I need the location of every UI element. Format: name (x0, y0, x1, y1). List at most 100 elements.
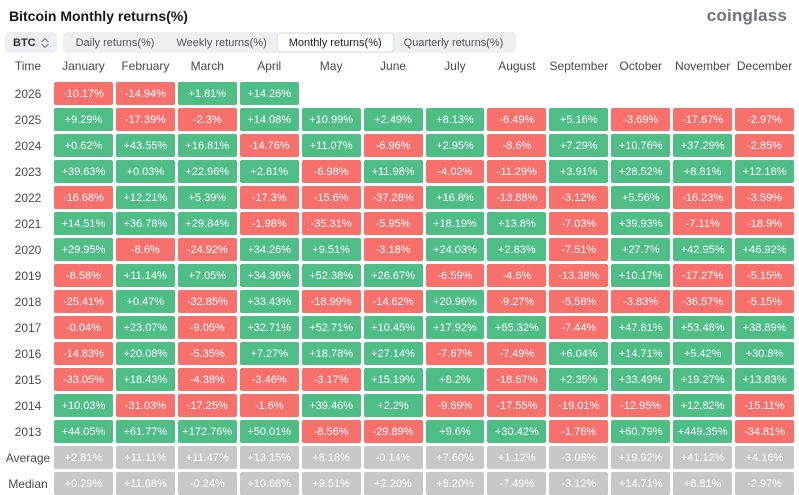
return-cell: -17.27% (673, 264, 733, 287)
return-cell: -9.69% (425, 394, 485, 417)
return-cell: -2.97% (735, 108, 794, 131)
return-cell: -3.18% (363, 238, 423, 261)
table-row-2026: 2026 -10.17% -14.94% +1.81% +14.26% (5, 82, 794, 105)
return-cell: +38.89% (735, 316, 794, 339)
empty-cell (549, 82, 608, 105)
table-row-average: Average +2.81% +11.11% +11.47% +13.15% +8.18%… (5, 446, 794, 469)
row-label: 2015 (14, 372, 42, 387)
table-row-2025: 2025 +9.29% -17.39% -2.3% +14.08% +10.99% +2.4… (5, 108, 794, 131)
return-cell: -5.35% (177, 342, 237, 365)
return-cell: +30.42% (487, 420, 547, 443)
table-row-2016: 2016 -14.83% +20.08% -5.35% +7.27% +18.78% +27… (5, 342, 794, 365)
return-cell: +50.01% (239, 420, 299, 443)
return-cell: +2.83% (487, 238, 547, 261)
return-cell: +10.68% (239, 472, 299, 495)
month-column-header: October (619, 59, 663, 73)
tab-monthly-returns[interactable]: Monthly returns(%) (277, 34, 393, 51)
return-cell: +60.79% (611, 420, 671, 443)
tab-daily-returns[interactable]: Daily returns(%) (65, 34, 166, 51)
empty-cell (302, 82, 361, 105)
row-label: 2021 (14, 216, 42, 231)
return-cell: -16.23% (673, 186, 733, 209)
empty-cell (364, 82, 423, 105)
return-cell: -3.83% (611, 290, 671, 313)
return-cell: +28.52% (611, 160, 671, 183)
table-row-2018: 2018 -25.41% +0.47% -32.85% +33.43% -18.99% -1… (5, 290, 794, 313)
table-row-2021: 2021 +14.51% +36.78% +29.84% -1.98% -35.31% -5… (5, 212, 794, 235)
return-cell: -8.6% (487, 134, 547, 157)
returns-period-tabs: Daily returns(%) Weekly returns(%) Monthly… (62, 32, 517, 53)
return-cell: -3.69% (611, 108, 671, 131)
return-cell: +37.29% (673, 134, 733, 157)
return-cell: +65.32% (487, 316, 547, 339)
return-cell: -29.89% (363, 420, 423, 443)
return-cell: -19.01% (549, 394, 609, 417)
select-arrows-icon (40, 37, 49, 49)
controls-bar: BTC Daily returns(%) Weekly returns(%) Mon… (4, 32, 795, 53)
return-cell: -4.02% (425, 160, 485, 183)
return-cell: -17.25% (177, 394, 237, 417)
return-cell: -3.17% (301, 368, 361, 391)
empty-cell (611, 82, 670, 105)
return-cell: +17.92% (425, 316, 485, 339)
return-cell: +20.96% (425, 290, 485, 313)
month-column-header: September (549, 59, 609, 73)
row-label: 2022 (14, 190, 42, 205)
return-cell: -6.49% (487, 108, 547, 131)
return-cell: +0.29% (54, 472, 113, 495)
table-row-2019: 2019 -8.58% +11.14% +7.05% +34.36% +52.38% +26… (5, 264, 794, 287)
return-cell: -14.62% (363, 290, 423, 313)
return-cell: -1.76% (549, 420, 609, 443)
symbol-select[interactable]: BTC (5, 32, 57, 53)
month-column-header: July (444, 59, 466, 73)
table-row-2024: 2024 +0.62% +43.55% +16.81% -14.76% +11.07% -6… (5, 134, 794, 157)
return-cell: +8.13% (425, 108, 485, 131)
return-cell: -6.98% (301, 160, 361, 183)
return-cell: +15.19% (363, 368, 423, 391)
table-row-2017: 2017 -0.04% +23.07% -9.05% +32.71% +52.71% +10… (5, 316, 794, 339)
return-cell: -5.58% (549, 290, 609, 313)
return-cell: -9.27% (487, 290, 547, 313)
tab-weekly-returns[interactable]: Weekly returns(%) (165, 34, 277, 51)
return-cell: -7.67% (425, 342, 485, 365)
return-cell: +8.81% (673, 160, 733, 183)
return-cell: +12.82% (673, 394, 733, 417)
tab-quarterly-returns[interactable]: Quarterly returns(%) (393, 34, 515, 51)
return-cell: +1.12% (487, 446, 547, 469)
return-cell: -0.24% (177, 472, 237, 495)
return-cell: +29.84% (177, 212, 237, 235)
return-cell: -12.95% (611, 394, 671, 417)
table-row-median: Median +0.29% +11.68% -0.24% +10.68% +9.51% +2… (5, 472, 794, 495)
return-cell: +13.15% (239, 446, 299, 469)
return-cell: -3.46% (239, 368, 299, 391)
return-cell: -3.12% (549, 472, 609, 495)
return-cell: +5.16% (549, 108, 609, 131)
return-cell: +10.99% (301, 108, 361, 131)
return-cell: +16.8% (425, 186, 485, 209)
return-cell: +2.95% (425, 134, 485, 157)
time-column-header: Time (14, 59, 42, 73)
return-cell: +11.14% (115, 264, 175, 287)
return-cell: +34.26% (239, 238, 299, 261)
return-cell: -7.49% (487, 472, 547, 495)
return-cell: -13.38% (549, 264, 609, 287)
return-cell: -7.11% (673, 212, 733, 235)
return-cell: -4.6% (487, 264, 547, 287)
return-cell: +32.71% (239, 316, 299, 339)
empty-cell (735, 82, 794, 105)
return-cell: +14.71% (611, 472, 671, 495)
month-column-header: January (62, 59, 105, 73)
return-cell: +11.68% (115, 472, 175, 495)
return-cell: +5.39% (177, 186, 237, 209)
row-label: Median (8, 476, 48, 491)
return-cell: +11.11% (115, 446, 175, 469)
empty-cell (487, 82, 546, 105)
return-cell: -35.31% (301, 212, 361, 235)
row-label: 2025 (14, 112, 42, 127)
table-row-2020: 2020 +29.95% -8.6% -24.92% +34.26% +9.51% -3.1… (5, 238, 794, 261)
coinglass-logo: coinglass (706, 6, 787, 25)
return-cell: +7.05% (177, 264, 237, 287)
return-cell: -18.99% (301, 290, 361, 313)
return-cell: +5.42% (673, 342, 733, 365)
